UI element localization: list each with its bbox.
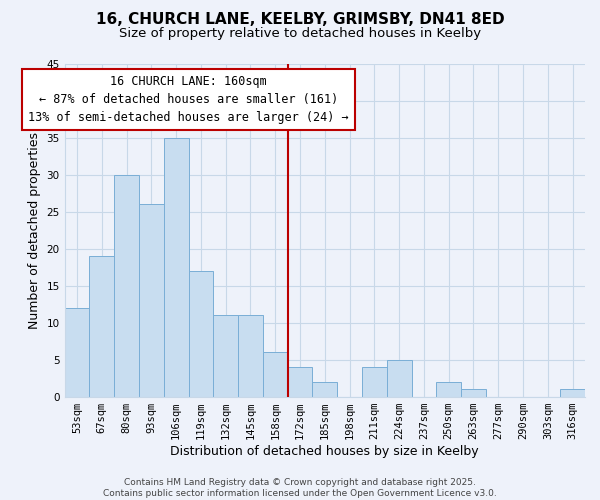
Bar (313, 382, 337, 396)
Bar (139, 204, 164, 396)
Text: 16, CHURCH LANE, KEELBY, GRIMSBY, DN41 8ED: 16, CHURCH LANE, KEELBY, GRIMSBY, DN41 8… (95, 12, 505, 28)
Bar (387, 360, 412, 397)
Text: 16 CHURCH LANE: 160sqm
← 87% of detached houses are smaller (161)
13% of semi-de: 16 CHURCH LANE: 160sqm ← 87% of detached… (28, 75, 349, 124)
X-axis label: Distribution of detached houses by size in Keelby: Distribution of detached houses by size … (170, 444, 479, 458)
Bar (164, 138, 188, 396)
Bar (188, 271, 213, 396)
Bar (114, 175, 139, 396)
Bar (263, 352, 287, 397)
Bar (362, 367, 387, 396)
Bar (287, 367, 313, 396)
Text: Size of property relative to detached houses in Keelby: Size of property relative to detached ho… (119, 28, 481, 40)
Y-axis label: Number of detached properties: Number of detached properties (28, 132, 41, 329)
Bar (461, 389, 486, 396)
Bar (238, 316, 263, 396)
Text: Contains HM Land Registry data © Crown copyright and database right 2025.
Contai: Contains HM Land Registry data © Crown c… (103, 478, 497, 498)
Bar (436, 382, 461, 396)
Bar (213, 316, 238, 396)
Bar (560, 389, 585, 396)
Bar (89, 256, 114, 396)
Bar (65, 308, 89, 396)
